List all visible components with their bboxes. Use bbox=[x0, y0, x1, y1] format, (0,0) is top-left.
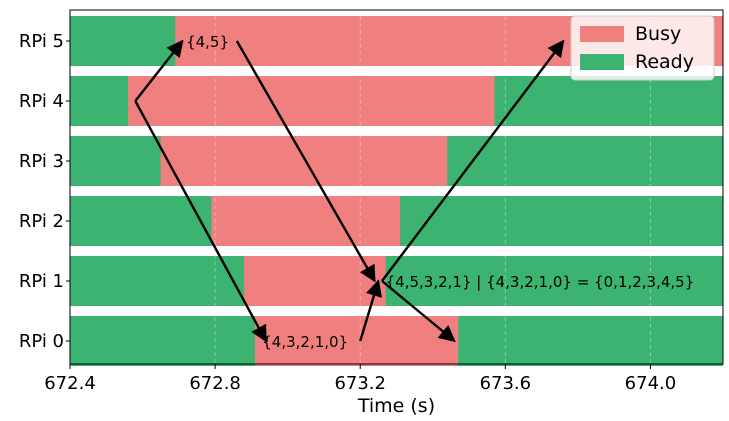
y-tick-label: RPi 1 bbox=[19, 271, 64, 292]
x-tick-label: 672.8 bbox=[189, 373, 241, 394]
x-tick-label: 674.0 bbox=[625, 373, 677, 394]
busy-bar-rpi-2 bbox=[211, 196, 401, 246]
annotations: {4,5} {4,5,3,2,1} | {4,3,2,1,0} = {0,1,2,… bbox=[186, 33, 694, 351]
x-axis-title: Time (s) bbox=[357, 395, 435, 417]
y-tick-label: RPi 2 bbox=[19, 211, 64, 232]
annotation-label: {4,3,2,1,0} bbox=[262, 333, 348, 351]
annotation-arrow bbox=[359, 279, 383, 342]
x-tick-label: 672.4 bbox=[44, 373, 96, 394]
x-tick-label: 673.6 bbox=[480, 373, 532, 394]
legend-label-ready: Ready bbox=[635, 51, 694, 73]
legend-swatch-busy bbox=[580, 26, 624, 42]
y-tick-label: RPi 5 bbox=[19, 31, 64, 52]
annotation-arrow bbox=[381, 39, 565, 282]
x-tick-label: 673.2 bbox=[334, 373, 386, 394]
busy-bar-rpi-0 bbox=[255, 316, 459, 366]
annotation-arrow bbox=[134, 100, 267, 343]
legend-swatch-ready bbox=[580, 54, 624, 70]
ready-bar-rpi-1 bbox=[70, 256, 723, 306]
y-tick-label: RPi 4 bbox=[19, 91, 64, 112]
arrows bbox=[134, 39, 565, 343]
annotation-arrow bbox=[381, 280, 456, 343]
annotation-arrow bbox=[134, 39, 184, 102]
legend-label-busy: Busy bbox=[635, 23, 681, 45]
grid bbox=[69, 16, 651, 364]
annotation-label: {4,5,3,2,1} | {4,3,2,1,0} = {0,1,2,3,4,5… bbox=[386, 273, 695, 291]
y-tick-label: RPi 3 bbox=[19, 151, 64, 172]
annotation-arrow bbox=[235, 40, 376, 283]
legend: Busy Ready bbox=[570, 15, 715, 81]
annotation-label: {4,5} bbox=[186, 33, 229, 51]
axes: RPi 5 RPi 4 RPi 3 RPi 2 RPi 1 RPi 0 672.4 672.8… bbox=[19, 9, 724, 417]
busy-bar-rpi-4 bbox=[128, 76, 495, 126]
plot-frame bbox=[69, 9, 724, 365]
busy-bar-rpi-3 bbox=[160, 136, 448, 186]
y-tick-label: RPi 0 bbox=[19, 331, 64, 352]
